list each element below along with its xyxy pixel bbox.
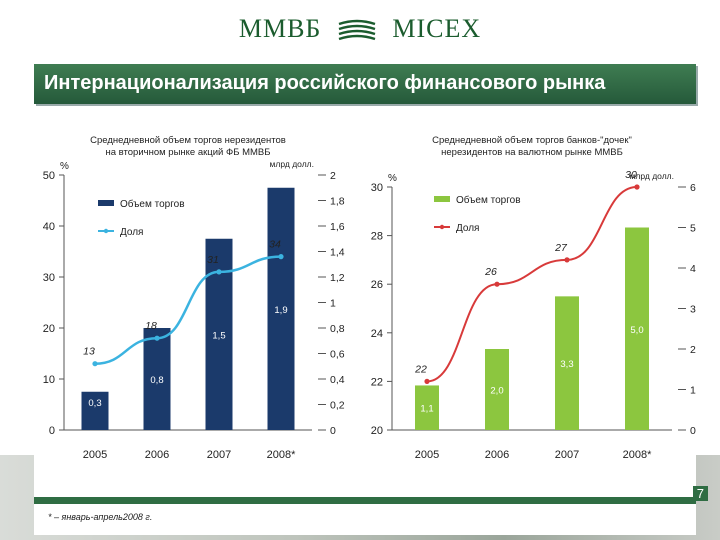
bar-2008* xyxy=(625,227,649,430)
left-axis-unit: % xyxy=(388,173,397,184)
left-tick-label: 10 xyxy=(43,374,55,386)
share-value-label: 26 xyxy=(484,266,497,278)
legend-line-label: Доля xyxy=(120,227,143,238)
right-tick-label: 6 xyxy=(690,182,696,194)
right-tick-label: 1 xyxy=(330,298,336,310)
bar-2008* xyxy=(267,187,295,430)
share-point xyxy=(564,257,570,263)
chart-nonresidents-shares: Среднедневной объем торгов нерезидентовн… xyxy=(43,135,345,461)
bar-value-label: 5,0 xyxy=(630,325,643,336)
category-label: 2007 xyxy=(207,449,231,461)
left-tick-label: 30 xyxy=(371,182,383,194)
right-tick-label: 0,6 xyxy=(330,349,345,361)
legend-line-marker xyxy=(103,228,109,234)
right-tick-label: 1,2 xyxy=(330,272,345,284)
right-tick-label: 5 xyxy=(690,223,696,235)
share-point xyxy=(278,254,284,260)
bar-value-label: 0,8 xyxy=(150,375,163,386)
logo-mark-icon xyxy=(338,19,376,41)
right-tick-label: 3 xyxy=(690,304,696,316)
bar-2005 xyxy=(415,385,439,430)
category-label: 2005 xyxy=(415,449,439,461)
page-title: Интернационализация российского финансов… xyxy=(44,72,606,94)
bar-2006 xyxy=(143,328,171,430)
share-value-label: 31 xyxy=(207,254,219,266)
left-axis-unit: % xyxy=(60,161,69,172)
left-tick-label: 0 xyxy=(49,425,55,437)
bar-value-label: 1,5 xyxy=(212,330,225,341)
share-value-label: 22 xyxy=(414,363,427,375)
share-value-label: 27 xyxy=(554,242,568,254)
legend-bar-label: Объем торгов xyxy=(120,198,185,210)
legend-bar-swatch xyxy=(434,196,450,202)
right-tick-label: 0,4 xyxy=(330,374,345,386)
left-tick-label: 40 xyxy=(43,221,55,233)
share-point xyxy=(494,281,500,287)
right-tick-label: 0,2 xyxy=(330,400,345,412)
share-point xyxy=(634,184,640,190)
category-label: 2005 xyxy=(83,449,107,461)
logo-text-left: ММВБ xyxy=(238,14,322,43)
page-number: 7 xyxy=(692,486,708,501)
bar-2005 xyxy=(81,391,109,430)
footer-bar xyxy=(34,497,696,504)
left-tick-label: 30 xyxy=(43,272,55,284)
left-tick-label: 24 xyxy=(371,328,383,340)
left-tick-label: 20 xyxy=(371,425,383,437)
right-tick-label: 1,8 xyxy=(330,196,345,208)
share-value-label: 34 xyxy=(269,239,281,251)
bar-2006 xyxy=(485,349,509,430)
share-value-label: 30 xyxy=(625,169,637,181)
right-axis-unit: млрд долл. xyxy=(630,171,674,181)
right-tick-label: 2 xyxy=(690,344,696,356)
right-tick-label: 4 xyxy=(690,263,696,275)
right-tick-label: 1 xyxy=(690,385,696,397)
chart-subsidiaries-fx: Среднедневной объем торгов банков-"дочек… xyxy=(371,135,696,461)
category-label: 2006 xyxy=(145,449,169,461)
category-label: 2008* xyxy=(623,449,652,461)
bar-value-label: 2,0 xyxy=(490,386,503,397)
left-tick-label: 28 xyxy=(371,231,383,243)
legend-bar-label: Объем торгов xyxy=(456,194,521,206)
footnote: * – январь-апрель2008 г. xyxy=(48,512,153,522)
title-bar: Интернационализация российского финансов… xyxy=(34,64,696,104)
share-value-label: 13 xyxy=(83,346,95,358)
left-tick-label: 22 xyxy=(371,376,383,388)
left-tick-label: 50 xyxy=(43,170,55,182)
chart-title-line1: Среднедневной объем торгов нерезидентов xyxy=(90,135,286,146)
right-tick-label: 0,8 xyxy=(330,323,345,335)
bar-value-label: 1,1 xyxy=(420,404,433,415)
charts-panel: Среднедневной объем торгов нерезидентов н… xyxy=(34,112,696,497)
share-point xyxy=(154,335,160,341)
category-label: 2008* xyxy=(267,449,296,461)
category-label: 2006 xyxy=(485,449,509,461)
left-tick-label: 20 xyxy=(43,323,55,335)
bar-value-label: 0,3 xyxy=(88,398,101,409)
right-tick-label: 1,6 xyxy=(330,221,345,233)
share-point xyxy=(216,269,222,275)
right-tick-label: 2 xyxy=(330,170,336,182)
share-point xyxy=(92,361,98,367)
bar-2007 xyxy=(555,296,579,430)
share-value-label: 18 xyxy=(145,320,157,332)
bar-value-label: 1,9 xyxy=(274,305,287,316)
right-tick-label: 1,4 xyxy=(330,247,345,259)
left-tick-label: 26 xyxy=(371,279,383,291)
bar-value-label: 3,3 xyxy=(560,359,573,370)
chart-title-line2: на вторичном рынке акций ФБ ММВБ xyxy=(106,147,271,158)
logo-text-right: MICEX xyxy=(392,14,482,43)
share-point xyxy=(424,378,430,384)
chart-title-line1: Среднедневной объем торгов банков-"дочек… xyxy=(432,135,632,146)
right-tick-label: 0 xyxy=(330,425,336,437)
legend-line-label: Доля xyxy=(456,223,479,234)
category-label: 2007 xyxy=(555,449,579,461)
legend-bar-swatch xyxy=(98,200,114,206)
legend-line-marker xyxy=(439,224,445,230)
right-tick-label: 0 xyxy=(690,425,696,437)
right-axis-unit: млрд долл. xyxy=(270,159,314,169)
micex-logo: ММВБ MICEX xyxy=(0,14,720,44)
chart-title-line2: нерезидентов на валютном рынке ММВБ xyxy=(441,147,623,158)
share-line xyxy=(426,186,638,383)
share-line xyxy=(94,255,282,365)
